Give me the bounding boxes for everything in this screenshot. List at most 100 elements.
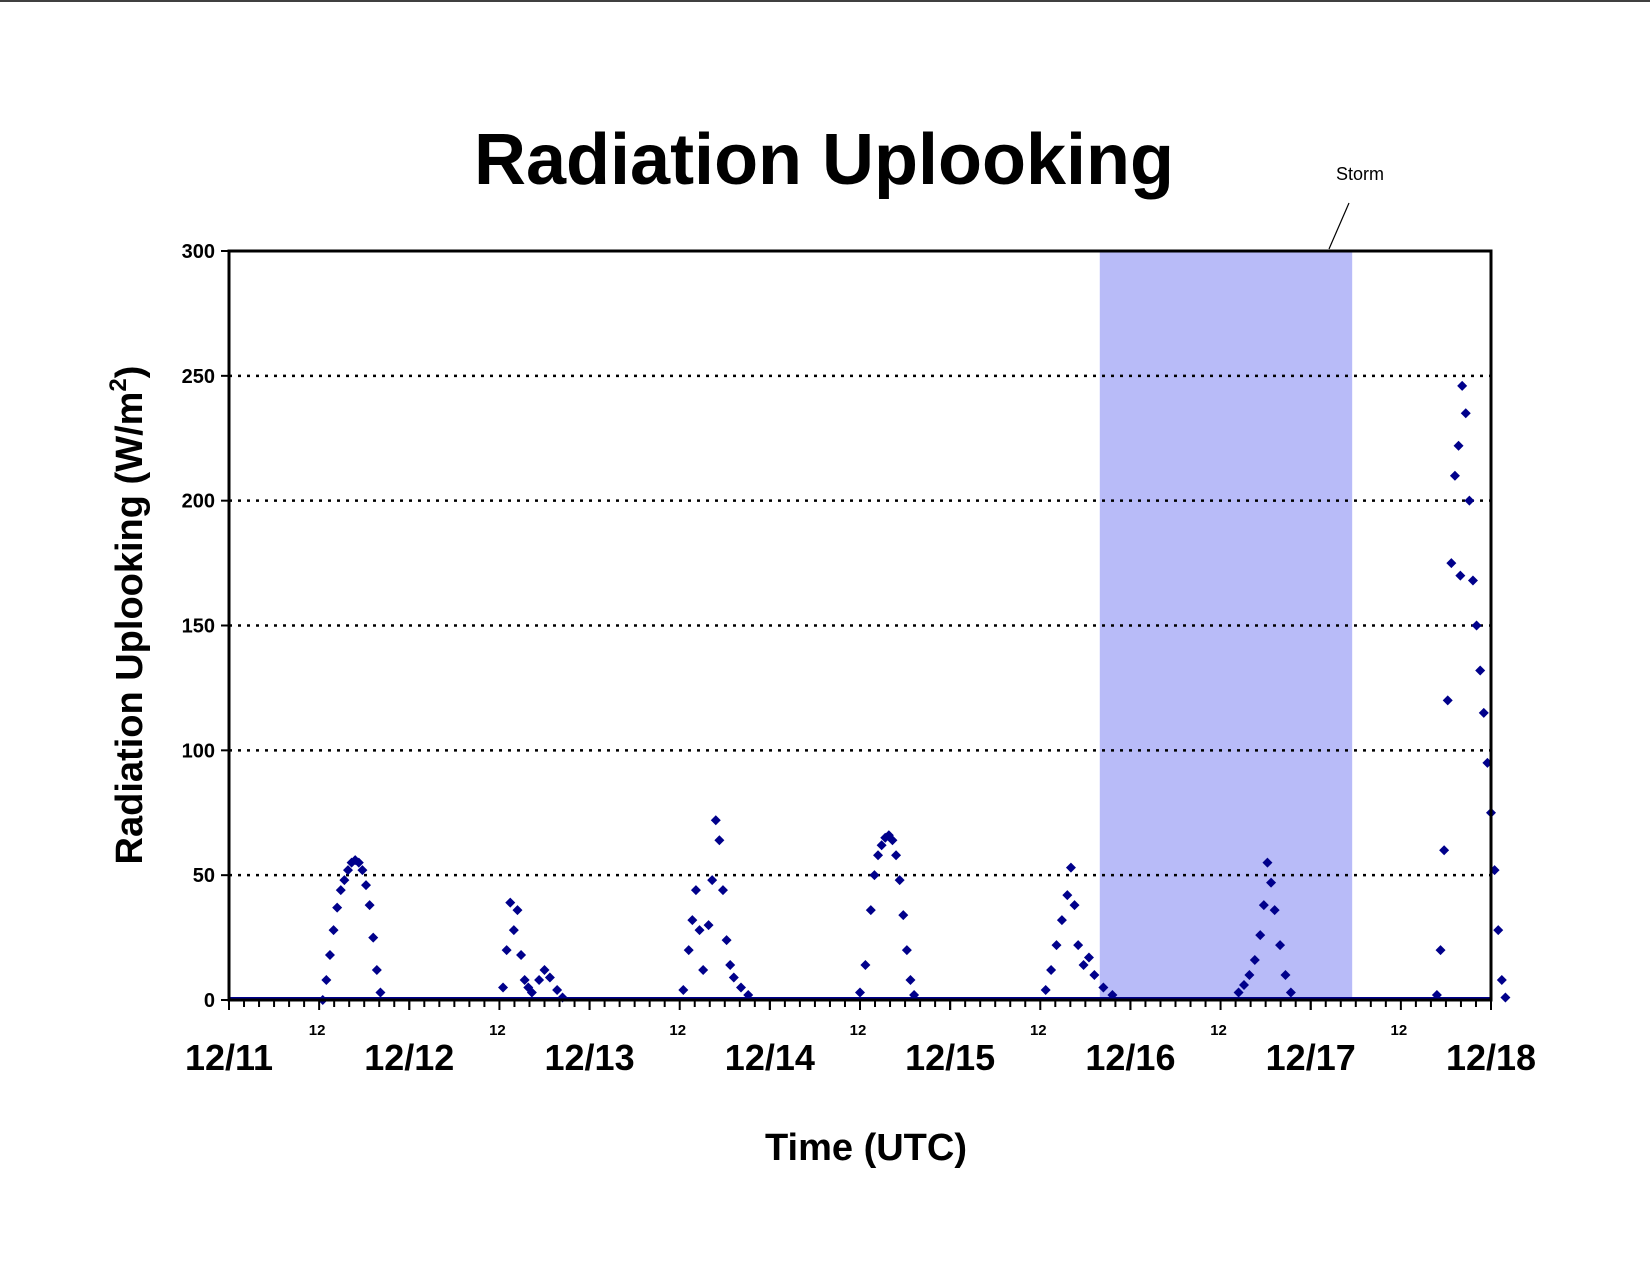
data-point — [375, 987, 386, 998]
data-point — [1249, 955, 1260, 966]
data-point — [534, 975, 545, 986]
data-point — [368, 932, 379, 943]
data-point — [1275, 940, 1286, 951]
data-point — [361, 880, 372, 891]
data-point — [1233, 987, 1244, 998]
y-axis-title-superscript: 2 — [105, 378, 132, 391]
svg-text:Radiation Uplooking (W/m2): Radiation Uplooking (W/m2) — [105, 366, 151, 865]
data-point — [353, 857, 364, 868]
data-point — [1442, 695, 1453, 706]
data-point — [1280, 970, 1291, 981]
y-tick-label: 0 — [204, 990, 215, 1012]
data-point — [873, 850, 884, 861]
data-point — [321, 975, 332, 986]
data-point — [901, 945, 912, 956]
data-point — [714, 835, 725, 846]
data-point — [1069, 900, 1080, 911]
data-point — [855, 987, 865, 998]
y-tick-label: 300 — [182, 241, 215, 263]
data-point — [339, 875, 350, 886]
y-tick-label: 250 — [182, 366, 215, 388]
data-point — [1457, 380, 1468, 391]
hour-tick-label: 12 — [489, 1022, 506, 1039]
data-point — [687, 915, 698, 926]
data-point — [1455, 570, 1466, 581]
y-tick-label: 50 — [193, 865, 215, 887]
data-point — [1258, 900, 1269, 911]
data-point — [1446, 558, 1457, 569]
data-point — [1244, 970, 1255, 981]
data-point — [1266, 877, 1277, 888]
data-point — [498, 982, 509, 993]
data-point — [342, 865, 353, 876]
data-point — [694, 925, 705, 936]
data-point — [1083, 952, 1094, 963]
data-point — [894, 875, 905, 886]
data-point — [905, 975, 916, 986]
data-point — [1262, 857, 1273, 868]
hour-tick-label: 12 — [1391, 1022, 1408, 1039]
data-point — [519, 975, 530, 986]
data-point — [1449, 470, 1460, 481]
data-point — [1078, 960, 1089, 971]
chart-title: Radiation Uplooking — [474, 120, 1174, 200]
data-point — [1435, 945, 1446, 956]
y-tick-label: 150 — [182, 616, 215, 638]
data-point — [707, 875, 718, 886]
data-point — [1500, 992, 1511, 1003]
data-point — [860, 960, 871, 971]
y-tick-label: 200 — [182, 491, 215, 513]
data-point — [1478, 707, 1489, 718]
x-axis-title: Time (UTC) — [765, 1127, 967, 1169]
data-point — [1098, 982, 1109, 993]
data-point — [887, 835, 898, 846]
data-point — [335, 885, 346, 896]
storm-label: Storm — [1336, 164, 1384, 184]
data-point — [725, 960, 736, 971]
data-point — [1475, 665, 1486, 676]
data-point — [526, 987, 537, 998]
data-point — [1460, 408, 1471, 419]
data-point — [371, 965, 382, 976]
x-tick-label: 12/13 — [545, 1037, 635, 1078]
data-point — [1493, 925, 1504, 936]
data-point — [501, 945, 512, 956]
data-point — [1269, 905, 1280, 916]
y-axis-title-close: ) — [109, 366, 151, 379]
data-point — [364, 900, 375, 911]
hour-tick-label: 12 — [850, 1022, 867, 1039]
data-point — [1255, 930, 1266, 941]
x-tick-label: 12/16 — [1085, 1037, 1175, 1078]
data-point — [1062, 890, 1073, 901]
x-tick-label: 12/11 — [185, 1037, 273, 1078]
data-point — [717, 885, 728, 896]
hour-tick-label: 12 — [669, 1022, 686, 1039]
data-point — [1046, 965, 1057, 976]
data-point — [736, 982, 747, 993]
data-point — [508, 925, 519, 936]
x-tick-label: 12/12 — [364, 1037, 454, 1078]
data-point — [1496, 975, 1507, 986]
data-point — [516, 950, 527, 961]
data-point — [1056, 915, 1067, 926]
data-point — [1285, 987, 1296, 998]
data-point — [1439, 845, 1450, 856]
data-point — [357, 865, 368, 876]
data-point — [505, 897, 516, 908]
y-tick-label: 100 — [182, 740, 215, 762]
data-point — [698, 965, 709, 976]
data-point — [869, 870, 880, 881]
data-point — [683, 945, 694, 956]
data-point — [512, 905, 523, 916]
data-point — [898, 910, 909, 921]
data-point — [1239, 980, 1250, 991]
y-axis-title: Radiation Uplooking (W/m2) — [105, 366, 151, 865]
data-point — [710, 815, 721, 826]
data-point — [891, 850, 902, 861]
x-tick-label: 12/14 — [725, 1037, 815, 1078]
data-point — [876, 840, 887, 851]
hour-tick-label: 12 — [1210, 1022, 1227, 1039]
y-axis-title-main: Radiation Uplooking (W/m — [109, 392, 151, 865]
data-point — [1040, 985, 1051, 996]
